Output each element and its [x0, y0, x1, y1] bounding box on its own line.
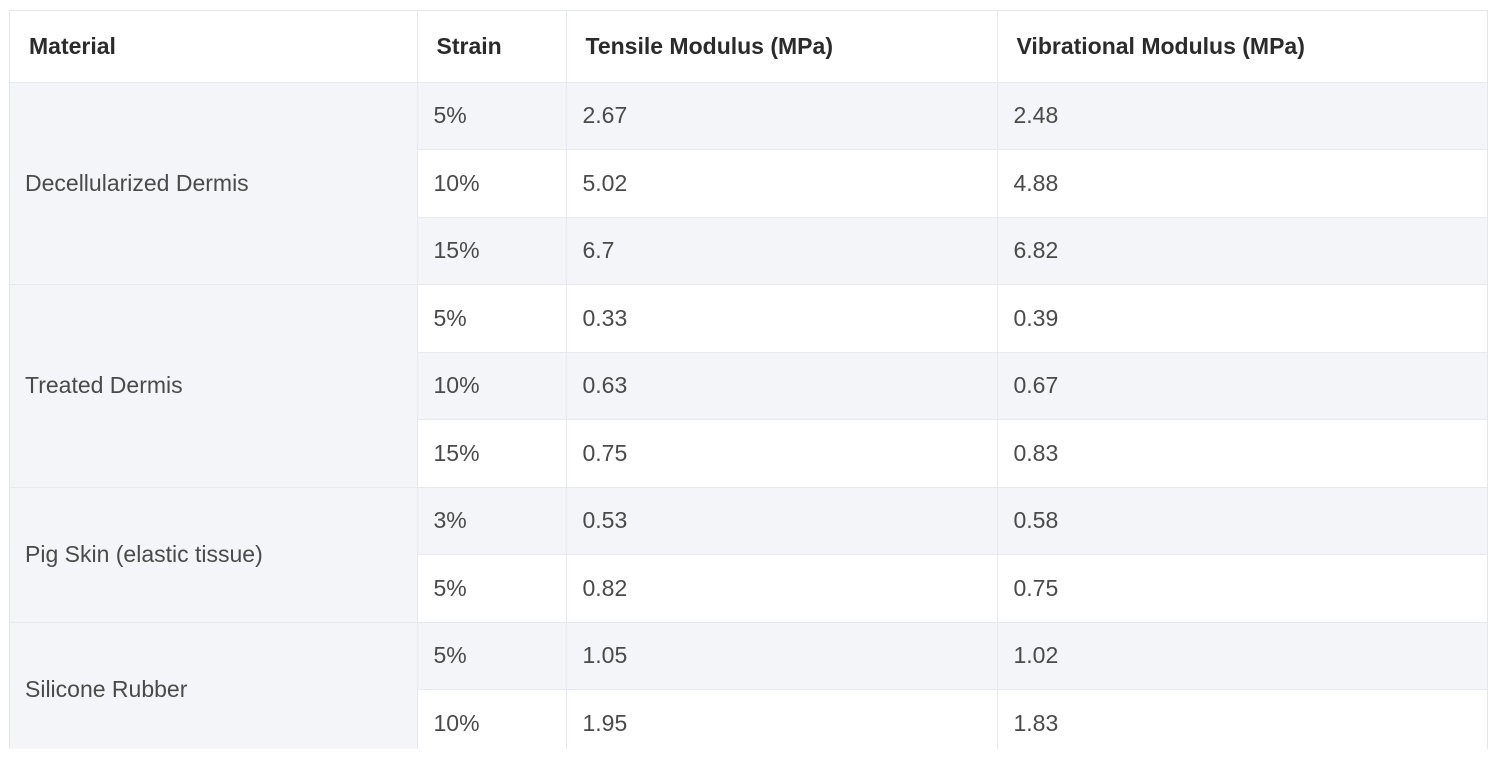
tensile-cell: 0.63	[566, 352, 998, 420]
modulus-table: Material Strain Tensile Modulus (MPa) Vi…	[10, 11, 1487, 749]
tensile-cell: 0.33	[566, 284, 998, 353]
table-row: 5% 0.82 0.75	[10, 554, 1487, 623]
vibrational-cell: 6.82	[997, 217, 1487, 285]
table-row: 10% 0.63 0.67	[10, 352, 1487, 420]
vibrational-cell: 1.83	[997, 689, 1487, 749]
strain-cell: 5%	[417, 82, 567, 150]
tensile-cell: 6.7	[566, 217, 998, 285]
tensile-cell: 0.53	[566, 487, 998, 555]
vibrational-cell: 0.58	[997, 487, 1487, 555]
strain-cell: 5%	[417, 284, 567, 353]
material-cell: Pig Skin (elastic tissue)	[10, 487, 418, 623]
table-row: Pig Skin (elastic tissue) 3% 0.53 0.58	[10, 487, 1487, 623]
data-table-container: Material Strain Tensile Modulus (MPa) Vi…	[9, 10, 1488, 749]
strain-cell: 5%	[417, 622, 567, 690]
strain-cell: 10%	[417, 149, 567, 218]
strain-cell: 3%	[417, 487, 567, 555]
table-row: 15% 0.75 0.83	[10, 419, 1487, 488]
strain-cell: 15%	[417, 419, 567, 488]
table-row: 10% 1.95 1.83	[10, 689, 1487, 749]
header-vibrational-modulus: Vibrational Modulus (MPa)	[997, 11, 1487, 83]
table-row: Silicone Rubber 5% 1.05 1.02	[10, 622, 1487, 749]
tensile-cell: 1.95	[566, 689, 998, 749]
tensile-cell: 1.05	[566, 622, 998, 690]
vibrational-cell: 0.83	[997, 419, 1487, 488]
material-cell: Decellularized Dermis	[10, 82, 418, 285]
tensile-cell: 5.02	[566, 149, 998, 218]
strain-cell: 15%	[417, 217, 567, 285]
table-row: Decellularized Dermis 5% 2.67 2.48	[10, 82, 1487, 285]
vibrational-cell: 0.39	[997, 284, 1487, 353]
vibrational-cell: 4.88	[997, 149, 1487, 218]
strain-cell: 10%	[417, 352, 567, 420]
vibrational-cell: 1.02	[997, 622, 1487, 690]
vibrational-cell: 2.48	[997, 82, 1487, 150]
table-row: 10% 5.02 4.88	[10, 149, 1487, 218]
strain-cell: 5%	[417, 554, 567, 623]
tensile-cell: 0.75	[566, 419, 998, 488]
header-strain: Strain	[417, 11, 567, 83]
table-row: Treated Dermis 5% 0.33 0.39	[10, 284, 1487, 488]
vibrational-cell: 0.75	[997, 554, 1487, 623]
vibrational-cell: 0.67	[997, 352, 1487, 420]
header-tensile-modulus: Tensile Modulus (MPa)	[566, 11, 998, 83]
tensile-cell: 2.67	[566, 82, 998, 150]
tensile-cell: 0.82	[566, 554, 998, 623]
material-cell: Treated Dermis	[10, 284, 418, 488]
strain-cell: 10%	[417, 689, 567, 749]
material-cell: Silicone Rubber	[10, 622, 418, 749]
table-header-row: Material Strain Tensile Modulus (MPa) Vi…	[10, 11, 1487, 83]
table-row: 15% 6.7 6.82	[10, 217, 1487, 285]
header-material: Material	[10, 11, 418, 83]
